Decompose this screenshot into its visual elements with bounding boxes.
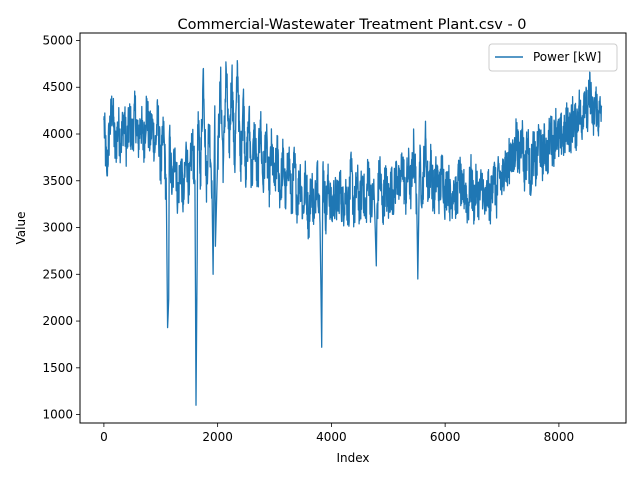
y-tick-label: 4500 [42,80,73,94]
x-tick-label: 0 [100,430,108,444]
y-tick-label: 5000 [42,33,73,47]
chart-title: Commercial-Wastewater Treatment Plant.cs… [177,17,526,33]
series-line-power [103,60,603,406]
legend-label-power: Power [kW] [533,50,601,64]
legend: Power [kW] [488,43,618,72]
y-tick-label: 2000 [42,314,73,328]
x-axis-label: Index [336,451,369,465]
y-tick-label: 3000 [42,221,73,235]
y-axis: 1000 1500 2000 2500 3000 3500 4000 4500 5000 [42,33,80,422]
x-tick-label: 4000 [316,430,347,444]
series-layer [103,60,603,406]
x-tick-label: 6000 [430,430,461,444]
x-tick-label: 2000 [202,430,233,444]
x-tick-label: 8000 [544,430,575,444]
y-tick-label: 2500 [42,267,73,281]
y-tick-label: 1500 [42,361,73,375]
y-tick-label: 3500 [42,174,73,188]
legend-box [488,43,618,72]
plot-frame [79,32,627,424]
y-axis-label: Value [14,212,28,245]
y-tick-label: 1000 [42,408,73,422]
x-axis: 0 2000 4000 6000 8000 [100,423,574,444]
y-tick-label: 4000 [42,127,73,141]
